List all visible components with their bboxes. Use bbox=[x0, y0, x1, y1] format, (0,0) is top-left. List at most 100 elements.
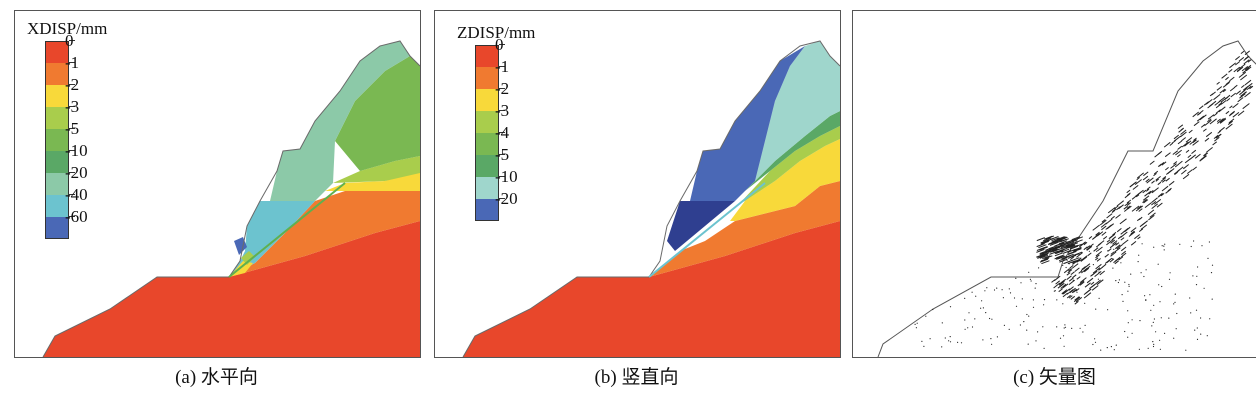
scatter-dot bbox=[1095, 308, 1097, 310]
vector-arrow bbox=[1092, 224, 1101, 231]
scatter-dot bbox=[989, 317, 991, 320]
scatter-dot bbox=[1062, 335, 1065, 337]
scatter-dot bbox=[1208, 241, 1210, 243]
vector-arrow bbox=[1131, 195, 1137, 200]
vector-arrow bbox=[1164, 152, 1171, 158]
vector-arrow bbox=[1151, 180, 1155, 184]
vector-arrow bbox=[1071, 257, 1080, 262]
vector-arrow bbox=[1039, 254, 1049, 259]
vector-arrow bbox=[1068, 295, 1073, 299]
vector-arrow bbox=[1042, 237, 1052, 242]
vector-arrow bbox=[1239, 93, 1246, 99]
scatter-dot bbox=[1015, 305, 1018, 307]
vector-arrow bbox=[1200, 155, 1207, 161]
scatter-dot bbox=[1068, 263, 1070, 265]
vector-arrow bbox=[1137, 236, 1141, 240]
vector-arrow bbox=[1120, 252, 1127, 258]
legend-label: -2 bbox=[495, 79, 510, 98]
vector-arrow bbox=[1146, 177, 1154, 184]
scatter-dot bbox=[1209, 318, 1211, 320]
vector-arrow bbox=[1059, 258, 1068, 263]
vector-arrow bbox=[1192, 140, 1199, 146]
vector-arrow bbox=[1057, 244, 1066, 249]
scatter-dot bbox=[1141, 243, 1143, 245]
scatter-dot bbox=[948, 340, 950, 342]
vector-arrow bbox=[1112, 240, 1118, 245]
scatter-dot bbox=[991, 318, 993, 320]
vector-arrow bbox=[1055, 255, 1065, 260]
scatter-dot bbox=[1145, 299, 1147, 301]
vector-arrow bbox=[1039, 250, 1048, 255]
vector-arrow bbox=[1068, 277, 1074, 282]
vector-arrow bbox=[1216, 118, 1221, 122]
scatter-dot bbox=[1062, 303, 1064, 305]
vector-arrow bbox=[1096, 246, 1103, 252]
zone-0 bbox=[463, 221, 840, 357]
vector-arrow bbox=[1095, 231, 1100, 236]
zone-minus-2 bbox=[730, 139, 840, 221]
scatter-dot bbox=[1107, 250, 1109, 252]
scatter-dot bbox=[1084, 302, 1086, 304]
vector-arrow bbox=[1036, 237, 1045, 242]
scatter-dot bbox=[949, 306, 952, 308]
zone-minus-1 bbox=[649, 181, 840, 277]
scatter-dot bbox=[1056, 326, 1058, 328]
scatter-dot bbox=[1196, 327, 1198, 329]
vector-arrow bbox=[1136, 172, 1145, 179]
legend-label: -10 bbox=[65, 141, 88, 160]
vector-arrow bbox=[1102, 236, 1108, 240]
vector-arrow bbox=[1130, 231, 1135, 236]
vector-arrow bbox=[1153, 173, 1157, 177]
vector-arrow bbox=[1204, 137, 1210, 142]
scatter-dot bbox=[1152, 341, 1154, 343]
vector-arrow bbox=[1067, 254, 1077, 259]
vector-arrow bbox=[1205, 147, 1213, 153]
vector-arrow bbox=[1076, 276, 1081, 280]
scatter-dot bbox=[1029, 278, 1031, 280]
vector-arrow bbox=[1181, 137, 1187, 142]
legend-swatch bbox=[45, 173, 69, 195]
vector-arrow bbox=[1151, 187, 1159, 194]
vector-arrow bbox=[1182, 173, 1190, 180]
legend-item: 0 bbox=[457, 35, 535, 67]
zone-minus-3 bbox=[333, 156, 420, 183]
vector-arrow bbox=[1094, 233, 1101, 238]
vector-arrow bbox=[1243, 55, 1250, 61]
scatter-dot bbox=[1153, 318, 1155, 320]
scatter-dot bbox=[1159, 339, 1161, 341]
scatter-dot bbox=[1122, 300, 1124, 302]
scatter-dot bbox=[1100, 349, 1102, 351]
vector-arrow bbox=[1066, 272, 1071, 276]
vector-arrow bbox=[1114, 256, 1121, 262]
vector-arrow bbox=[1049, 241, 1059, 246]
vector-arrow bbox=[1096, 279, 1104, 286]
legend-tick bbox=[499, 88, 505, 89]
vector-arrow bbox=[1141, 220, 1149, 226]
legend-title: XDISP/mm bbox=[27, 19, 108, 38]
scatter-dot bbox=[985, 312, 987, 314]
vector-arrow bbox=[1126, 199, 1132, 204]
vector-arrow bbox=[1176, 154, 1181, 158]
vector-arrow bbox=[1051, 246, 1060, 251]
vector-arrow bbox=[1209, 93, 1214, 97]
legend-tick bbox=[69, 106, 75, 107]
legend-swatch bbox=[475, 199, 499, 221]
vector-arrow bbox=[1106, 239, 1114, 246]
scatter-dot bbox=[1026, 313, 1028, 316]
legend-label: 0 bbox=[65, 31, 74, 50]
vector-arrow bbox=[1242, 103, 1250, 110]
scatter-dot bbox=[1023, 321, 1025, 323]
scatter-dot bbox=[1038, 267, 1040, 269]
vector-arrow bbox=[1123, 205, 1128, 210]
scatter-dot bbox=[1042, 326, 1044, 328]
scatter-dot bbox=[957, 341, 959, 343]
scatter-dot bbox=[1063, 345, 1065, 347]
vector-arrow bbox=[1054, 242, 1063, 247]
vector-arrow bbox=[1052, 248, 1062, 253]
scatter-dot bbox=[1174, 301, 1176, 303]
vector-arrow bbox=[1226, 98, 1231, 102]
scatter-dot bbox=[914, 323, 916, 325]
vector-arrow bbox=[1094, 257, 1099, 261]
vector-arrow bbox=[1192, 111, 1200, 118]
vector-arrow bbox=[1209, 118, 1217, 125]
